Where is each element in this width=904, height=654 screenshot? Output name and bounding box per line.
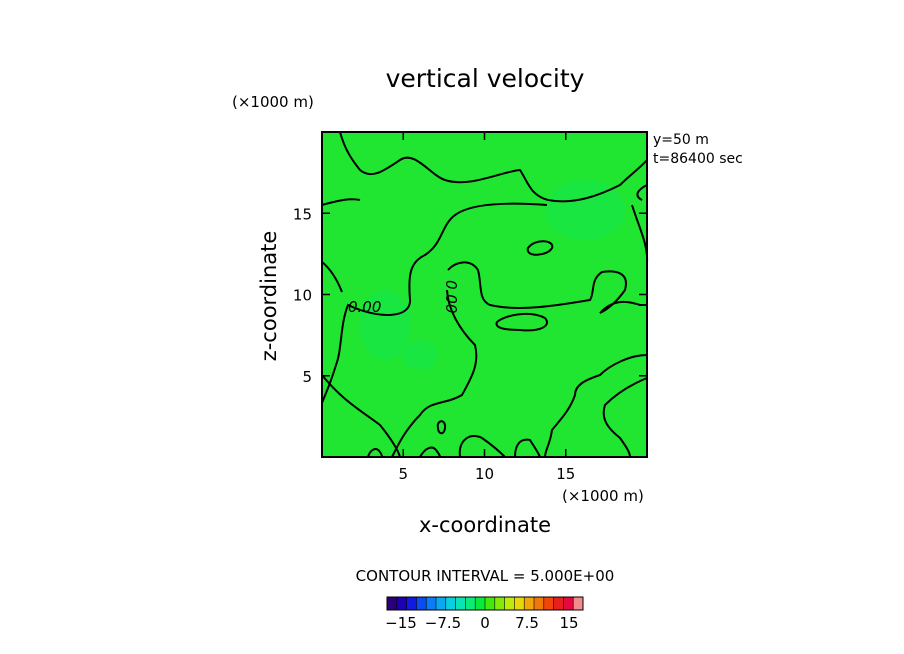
colorbar-swatch [396,597,407,610]
contour-line [495,312,548,332]
contour-line [602,377,648,458]
colorbar-swatch [504,597,515,610]
plot-area: 0.00 0.00 [321,131,649,458]
colorbar-labels: −15 −7.5 0 7.5 15 [385,614,578,632]
x-tick-label: 5 [398,465,408,483]
colorbar [386,596,584,611]
colorbar-tick-label: 15 [559,614,578,632]
colorbar-swatch [475,597,486,610]
colorbar-swatch [573,597,584,610]
colorbar-swatch [563,597,574,610]
contour-line [436,420,447,435]
colorbar-swatch [426,597,437,610]
field-patch [402,340,438,370]
y-axis-unit: (×1000 m) [232,93,314,111]
colorbar-tick-label: 0 [480,614,490,632]
field-patch [545,180,625,240]
colorbar-swatch [514,597,525,610]
contour-line [321,202,548,404]
y-tick-label: 15 [293,205,312,223]
colorbar-swatch [524,597,535,610]
chart-title: vertical velocity [386,64,585,93]
colorbar-swatch [485,597,496,610]
colorbar-swatch [436,597,447,610]
y-tick-label: 10 [293,287,312,305]
x-axis-unit: (×1000 m) [562,487,644,505]
y-axis-label: z-coordinate [257,231,281,362]
contour-line [339,131,648,203]
contour-line [391,289,478,458]
info-line-2: t=86400 sec [653,151,743,167]
contour-line [458,435,506,458]
colorbar-swatch [387,597,398,610]
contour-interval: CONTOUR INTERVAL = 5.000E+00 [356,567,615,585]
contour-label: 0.00 [348,298,381,316]
colorbar-swatch [494,597,505,610]
contour-line [636,184,648,201]
contour-line [321,261,343,293]
contour-lines [321,131,649,458]
y-tick-label: 5 [302,368,312,386]
colorbar-swatch [465,597,476,610]
field-fill [322,132,647,457]
colorbar-swatch [455,597,466,610]
field-patch [360,290,410,360]
colorbar-swatch [416,597,427,610]
colorbar-swatch [534,597,545,610]
contour-line [321,198,361,206]
info-line-1: y=50 m [653,132,709,148]
colorbar-tick-label: −7.5 [425,614,461,632]
contour-line [447,261,647,314]
contour-line [544,354,648,458]
y-axis-ticks: 5 10 15 [293,205,647,386]
contour-line [526,240,554,256]
colorbar-swatch [406,597,417,610]
x-tick-label: 15 [556,465,575,483]
colorbar-swatch [553,597,564,610]
x-tick-label: 10 [475,465,494,483]
colorbar-tick-label: 7.5 [515,614,539,632]
contour-line [321,374,401,458]
contour-line [514,438,541,458]
x-axis-label: x-coordinate [419,513,551,537]
x-axis-ticks: 5 10 15 [398,132,575,483]
colorbar-tick-label: −15 [385,614,417,632]
colorbar-swatch [543,597,554,610]
contour-label: 0.00 [442,280,460,313]
colorbar-swatch [445,597,456,610]
